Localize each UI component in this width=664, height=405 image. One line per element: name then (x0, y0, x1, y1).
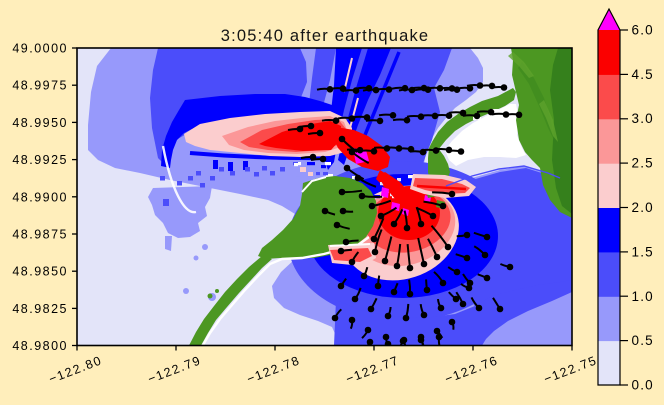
svg-text:3.0: 3.0 (632, 111, 654, 126)
svg-text:48.9900: 48.9900 (12, 190, 68, 204)
svg-text:48.9800: 48.9800 (12, 339, 68, 353)
svg-text:2.0: 2.0 (632, 200, 654, 215)
svg-text:48.9975: 48.9975 (12, 79, 68, 93)
svg-text:4.5: 4.5 (632, 67, 654, 82)
svg-text:3:05:40 after earthquake: 3:05:40 after earthquake (221, 27, 430, 45)
svg-text:1.0: 1.0 (632, 289, 654, 304)
svg-text:48.9950: 48.9950 (12, 116, 68, 130)
svg-text:1.5: 1.5 (632, 244, 654, 259)
svg-text:6.0: 6.0 (632, 23, 654, 38)
svg-text:0.0: 0.0 (632, 378, 654, 393)
svg-text:49.0000: 49.0000 (12, 42, 68, 56)
svg-text:48.9850: 48.9850 (12, 265, 68, 279)
svg-text:2.5: 2.5 (632, 156, 654, 171)
svg-text:48.9875: 48.9875 (12, 228, 68, 242)
svg-text:0.5: 0.5 (632, 333, 654, 348)
svg-text:48.9925: 48.9925 (12, 153, 68, 167)
svg-text:48.9825: 48.9825 (12, 302, 68, 316)
